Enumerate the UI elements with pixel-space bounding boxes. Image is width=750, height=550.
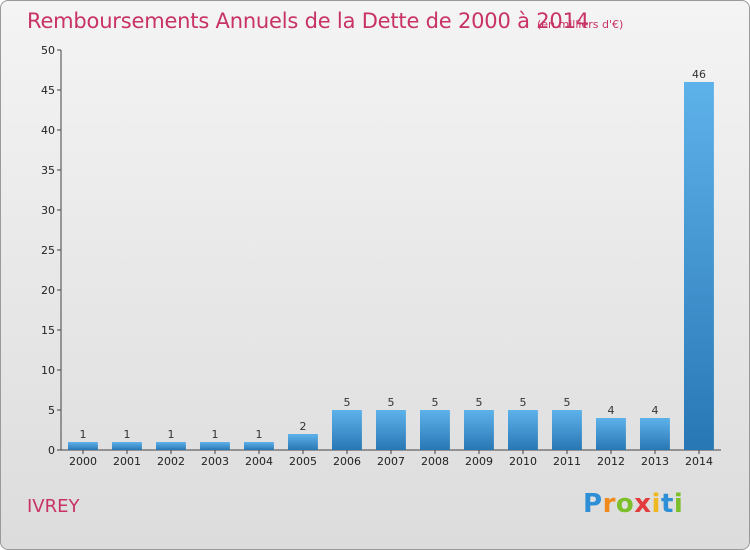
- bar-value-label: 5: [476, 396, 483, 409]
- y-tick-label: 0: [48, 444, 55, 457]
- bar-value-label: 4: [608, 404, 615, 417]
- bar-value-label: 5: [432, 396, 439, 409]
- x-tick-label: 2000: [69, 455, 97, 468]
- bar: [552, 410, 582, 450]
- chart-title: Remboursements Annuels de la Dette de 20…: [27, 9, 589, 33]
- bar: [508, 410, 538, 450]
- bar: [200, 442, 230, 450]
- bar-value-label: 1: [80, 428, 87, 441]
- bar-value-label: 2: [300, 420, 307, 433]
- bar: [376, 410, 406, 450]
- bar: [464, 410, 494, 450]
- bar-value-label: 4: [652, 404, 659, 417]
- y-tick-label: 15: [41, 324, 55, 337]
- y-tick-label: 25: [41, 244, 55, 257]
- x-tick-label: 2005: [289, 455, 317, 468]
- bar: [596, 418, 626, 450]
- bar-value-label: 1: [124, 428, 131, 441]
- y-tick-label: 5: [48, 404, 55, 417]
- bar-value-label: 5: [564, 396, 571, 409]
- x-tick-label: 2006: [333, 455, 361, 468]
- bar-value-label: 1: [256, 428, 263, 441]
- chart-unit: (en milliers d'€): [537, 18, 624, 31]
- bar-value-label: 1: [212, 428, 219, 441]
- x-tick-label: 2008: [421, 455, 449, 468]
- x-tick-label: 2013: [641, 455, 669, 468]
- x-tick-label: 2003: [201, 455, 229, 468]
- y-tick-label: 35: [41, 164, 55, 177]
- bar: [244, 442, 274, 450]
- y-tick-label: 30: [41, 204, 55, 217]
- bar-value-label: 46: [692, 68, 706, 81]
- x-tick-label: 2009: [465, 455, 493, 468]
- y-tick-label: 40: [41, 124, 55, 137]
- city-name: IVREY: [27, 496, 80, 517]
- bar: [684, 82, 714, 450]
- bar: [156, 442, 186, 450]
- y-tick-label: 50: [41, 44, 55, 57]
- x-tick-label: 2014: [685, 455, 713, 468]
- bar: [640, 418, 670, 450]
- bar: [332, 410, 362, 450]
- x-tick-label: 2001: [113, 455, 141, 468]
- bar-value-label: 5: [344, 396, 351, 409]
- bar-value-label: 1: [168, 428, 175, 441]
- bar: [68, 442, 98, 450]
- y-tick-label: 10: [41, 364, 55, 377]
- y-tick-label: 20: [41, 284, 55, 297]
- y-tick-label: 45: [41, 84, 55, 97]
- bar: [112, 442, 142, 450]
- x-tick-label: 2011: [553, 455, 581, 468]
- bar-value-label: 5: [520, 396, 527, 409]
- bar-value-label: 5: [388, 396, 395, 409]
- x-tick-label: 2010: [509, 455, 537, 468]
- bar: [420, 410, 450, 450]
- x-tick-label: 2004: [245, 455, 273, 468]
- x-tick-label: 2007: [377, 455, 405, 468]
- x-tick-label: 2002: [157, 455, 185, 468]
- proxiti-logo: Proxiti: [583, 489, 684, 519]
- bar: [288, 434, 318, 450]
- x-tick-label: 2012: [597, 455, 625, 468]
